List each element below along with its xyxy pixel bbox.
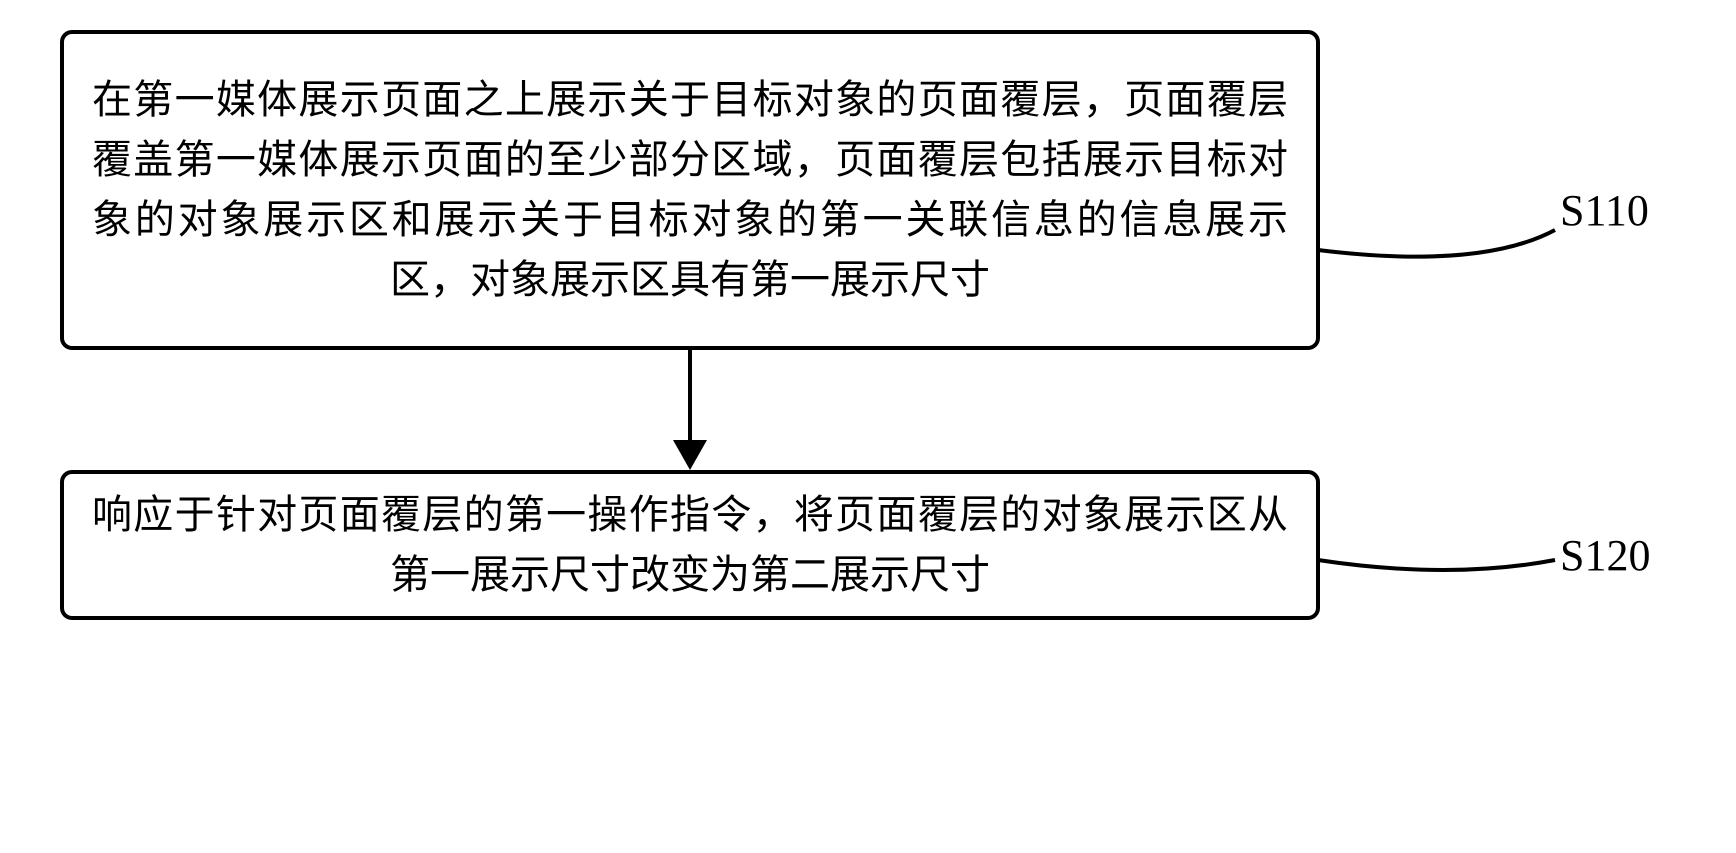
- step-label-s120: S120: [1560, 530, 1650, 581]
- flowchart-container: 在第一媒体展示页面之上展示关于目标对象的页面覆层，页面覆层覆盖第一媒体展示页面的…: [60, 30, 1680, 620]
- connector-s120: [60, 30, 1680, 830]
